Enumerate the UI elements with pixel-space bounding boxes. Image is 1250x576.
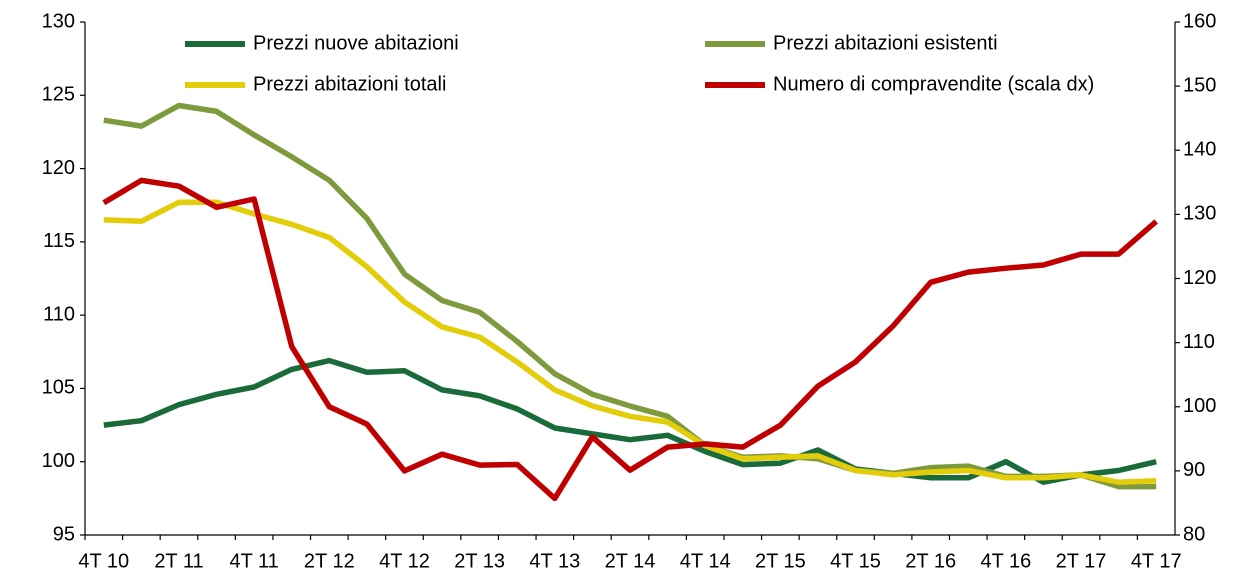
legend-label: Numero di compravendite (scala dx) [773, 73, 1094, 95]
y-tick-label: 125 [42, 84, 75, 106]
y-tick-label: 115 [43, 230, 75, 252]
y2-tick-label: 90 [1183, 459, 1205, 481]
y2-tick-label: 150 [1183, 74, 1216, 96]
y2-tick-label: 140 [1183, 139, 1216, 161]
x-tick-label: 4T 10 [78, 550, 129, 572]
y-tick-label: 110 [43, 303, 75, 325]
x-tick-label: 2T 13 [454, 550, 505, 572]
x-tick-label: 2T 11 [154, 550, 203, 572]
x-tick-label: 2T 16 [905, 550, 956, 572]
x-tick-label: 2T 17 [1056, 550, 1107, 572]
legend-label: Prezzi nuove abitazioni [253, 32, 459, 54]
x-tick-label: 2T 15 [755, 550, 806, 572]
series-line [102, 177, 1159, 502]
y-tick-label: 120 [42, 157, 75, 179]
y-tick-label: 105 [42, 377, 75, 399]
x-tick-label: 4T 17 [1131, 550, 1182, 572]
y2-tick-label: 130 [1183, 203, 1216, 225]
y2-tick-label: 100 [1183, 395, 1216, 417]
x-tick-label: 4T 12 [379, 550, 430, 572]
x-tick-label: 2T 14 [605, 550, 656, 572]
y-tick-label: 130 [42, 10, 75, 32]
legend-label: Prezzi abitazioni esistenti [773, 32, 998, 54]
y-tick-label: 95 [53, 523, 75, 545]
x-tick-label: 4T 11 [229, 550, 278, 572]
y-tick-label: 100 [42, 450, 75, 472]
y2-tick-label: 80 [1183, 523, 1205, 545]
series-line [103, 357, 1157, 485]
series-line [103, 102, 1157, 490]
x-tick-label: 4T 13 [529, 550, 580, 572]
y2-tick-label: 160 [1183, 10, 1216, 32]
x-tick-label: 4T 16 [980, 550, 1031, 572]
legend-label: Prezzi abitazioni totali [253, 73, 446, 95]
y2-tick-label: 120 [1183, 267, 1216, 289]
y2-tick-label: 110 [1183, 331, 1215, 353]
series-line [103, 199, 1157, 485]
x-tick-label: 4T 15 [830, 550, 881, 572]
x-tick-label: 4T 14 [680, 550, 731, 572]
x-tick-label: 2T 12 [304, 550, 355, 572]
